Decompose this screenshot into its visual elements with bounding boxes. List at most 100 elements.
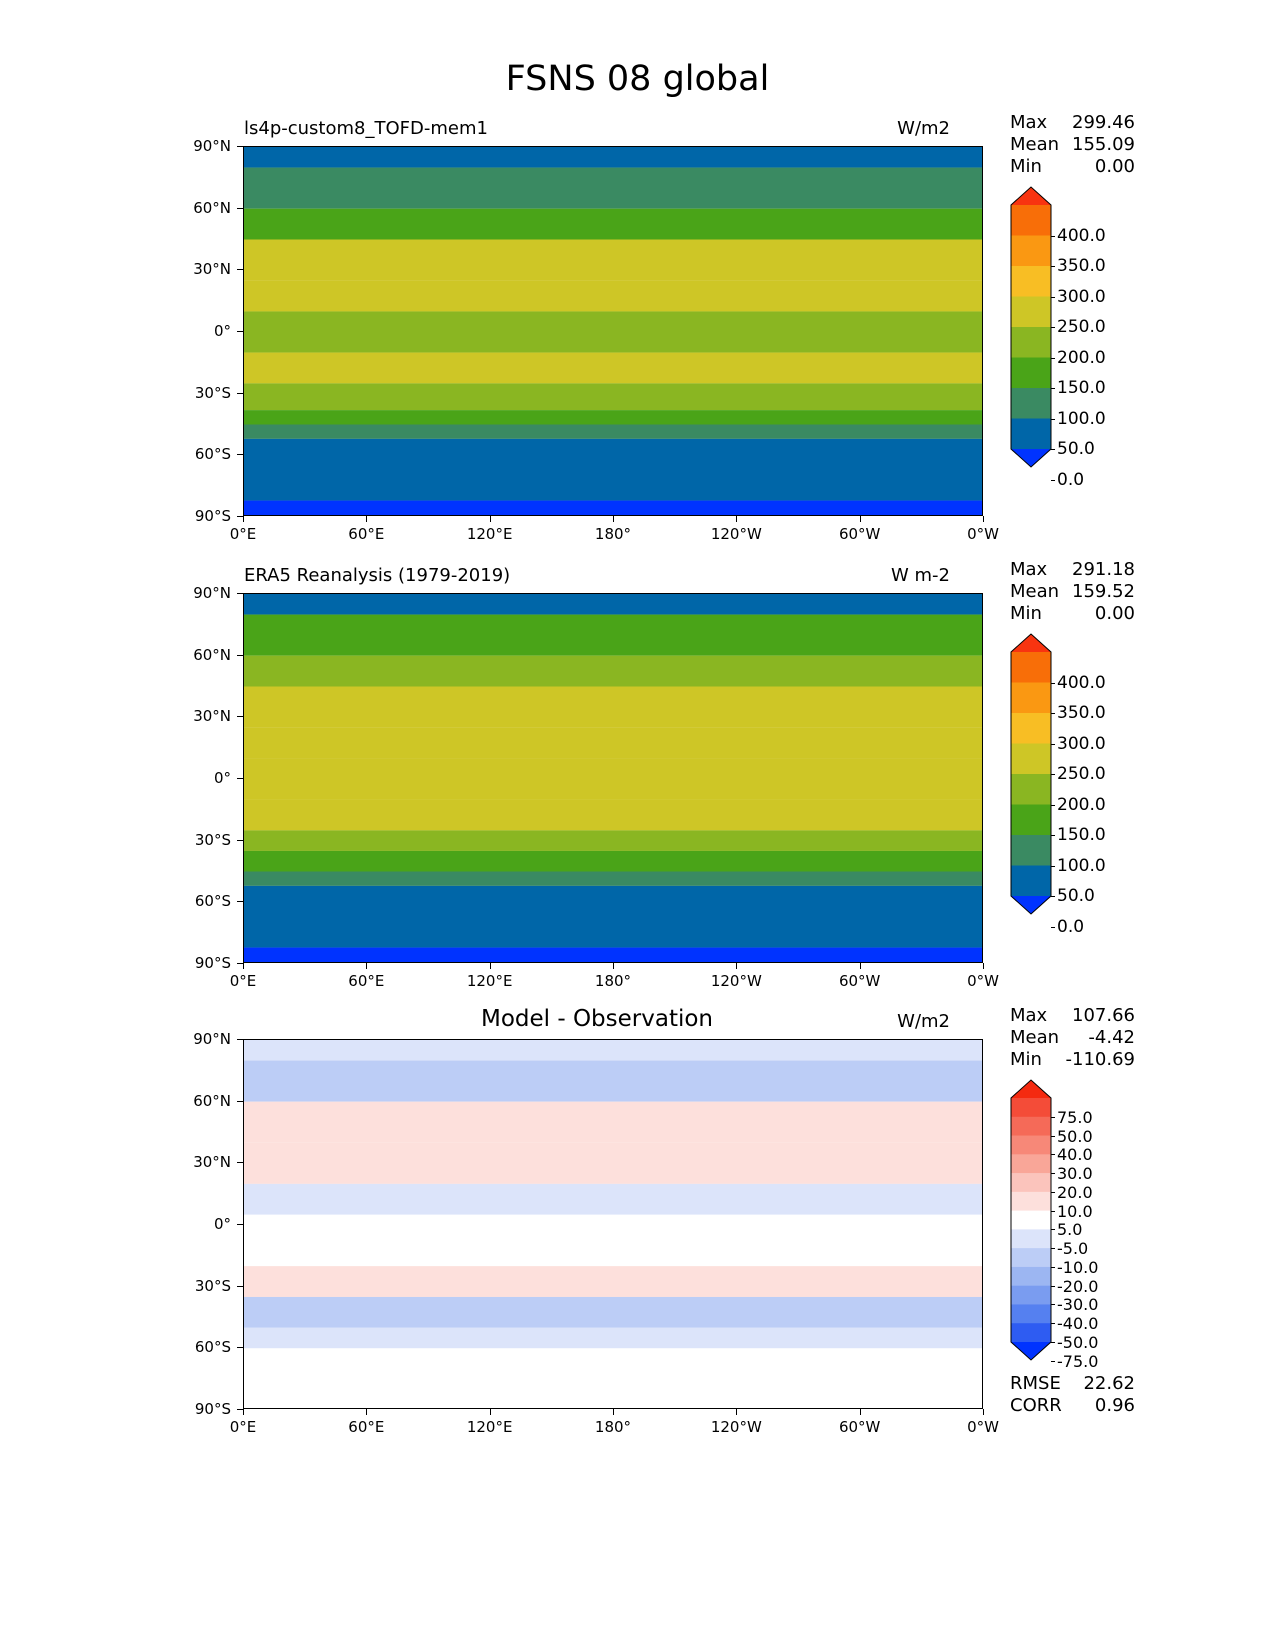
lon-tick-label: 0°W: [967, 525, 999, 543]
lat-tick-label: 60°N: [193, 1091, 231, 1110]
lon-tick: [366, 1409, 368, 1415]
colorbar-tick: [1051, 296, 1055, 298]
colorbar-tick: [1051, 926, 1055, 928]
colorbar-tick-label: 300.0: [1057, 286, 1106, 307]
colorbar-svg: [1010, 186, 1052, 468]
colorbar-segment: [1011, 1285, 1051, 1305]
colorbar-tick: [1051, 449, 1055, 450]
units-label: W/m2: [897, 118, 950, 139]
units-label: W m-2: [890, 565, 950, 586]
colorbar-tick-label: 250.0: [1057, 764, 1106, 784]
colorbar-tick-label: 200.0: [1057, 794, 1106, 815]
colorbar-segment: [1011, 713, 1051, 744]
colorbar-segment: [1011, 1304, 1051, 1324]
zonal-band: [244, 799, 982, 831]
zonal-band: [244, 1060, 982, 1102]
colorbar-segment: [1011, 296, 1051, 328]
colorbar-tick-label: 150.0: [1057, 378, 1106, 398]
colorbar-tick: [1051, 896, 1055, 897]
zonal-band: [244, 352, 982, 384]
zonal-band: [244, 1348, 982, 1408]
map-plot-area: [243, 593, 983, 963]
colorbar-segment: [1011, 235, 1051, 267]
lat-tick: [237, 146, 243, 147]
colorbar-svg: [1010, 633, 1052, 915]
colorbar-tick: [1051, 743, 1055, 745]
lon-tick: [859, 516, 861, 522]
max-value: 291.18: [1072, 559, 1135, 580]
colorbar-tick-label: -40.0: [1057, 1314, 1099, 1334]
lat-tick: [237, 778, 243, 779]
zonal-band: [244, 1327, 982, 1349]
colorbar-segment: [1011, 865, 1051, 897]
lon-tick-label: 60°E: [348, 972, 385, 990]
colorbar-tick-label: -50.0: [1057, 1333, 1099, 1352]
lon-tick-label: 0°E: [229, 525, 257, 543]
lat-tick: [237, 901, 243, 903]
lat-tick: [237, 516, 243, 517]
colorbar-extend-min: [1011, 449, 1051, 467]
panel-title: Model - Observation: [480, 1006, 714, 1032]
lon-tick-label: 0°E: [229, 972, 257, 990]
max-label: Max: [1010, 559, 1048, 580]
max-value: 299.46: [1072, 112, 1135, 133]
zonal-band: [244, 1214, 982, 1236]
lat-tick-label: 30°S: [194, 1276, 231, 1295]
colorbar-tick-label: 50.0: [1057, 886, 1095, 906]
heatmap-svg: [244, 147, 982, 515]
lon-tick-label: 0°W: [967, 1418, 999, 1436]
colorbar-tick: [1051, 1173, 1055, 1175]
colorbar-extend-min: [1011, 1342, 1051, 1360]
lon-tick: [613, 963, 614, 969]
colorbar-extend-max: [1011, 634, 1051, 652]
colorbar-tick-label: -75.0: [1057, 1351, 1099, 1371]
mean-label: Mean: [1010, 1027, 1060, 1048]
mean-value: -4.42: [1088, 1027, 1135, 1048]
figure-title: FSNS 08 global: [505, 59, 770, 99]
lon-tick-label: 60°E: [348, 525, 385, 543]
lon-tick: [736, 516, 738, 522]
map-plot-area: [243, 1039, 983, 1409]
colorbar-segment: [1011, 1191, 1051, 1212]
lat-tick: [237, 1039, 243, 1040]
colorbar-extend-min: [1011, 896, 1051, 914]
colorbar-tick-label: 40.0: [1057, 1145, 1093, 1165]
colorbar-segment: [1011, 682, 1051, 714]
stats-box: Max 299.46 Mean 155.09 Min 0.00: [1010, 112, 1135, 178]
colorbar-tick: [1051, 713, 1055, 714]
colorbar-tick: [1051, 327, 1055, 328]
colorbar-tick: [1051, 774, 1055, 775]
colorbar-tick: [1051, 1191, 1055, 1193]
colorbar-segment: [1011, 743, 1051, 775]
min-value: -110.69: [1065, 1049, 1135, 1070]
zonal-band: [244, 208, 982, 240]
colorbar-tick: [1051, 804, 1055, 806]
lat-tick-label: 30°N: [193, 260, 231, 279]
lat-tick: [237, 654, 243, 656]
zonal-band: [244, 655, 982, 687]
colorbar-tick-label: 150.0: [1057, 825, 1106, 845]
lat-tick: [237, 331, 243, 332]
lon-tick: [983, 963, 984, 969]
lat-tick: [237, 1409, 243, 1410]
lon-tick-label: 180°: [594, 1418, 632, 1436]
colorbar-tick-label: 30.0: [1057, 1164, 1093, 1184]
lat-tick: [237, 1285, 243, 1287]
colorbar-segment: [1011, 327, 1051, 358]
min-value: 0.00: [1094, 156, 1135, 177]
colorbar-tick-label: 100.0: [1057, 855, 1106, 876]
corr-label: CORR: [1010, 1395, 1062, 1416]
colorbar-tick: [1051, 1342, 1055, 1343]
zonal-band: [244, 885, 982, 948]
colorbar-tick-label: -10.0: [1057, 1257, 1099, 1277]
min-label: Min: [1010, 603, 1042, 624]
colorbar-segment: [1011, 1210, 1051, 1230]
colorbar-segment: [1011, 266, 1051, 297]
colorbar-tick: [1051, 357, 1055, 359]
heatmap-svg: [244, 594, 982, 962]
colorbar-segment: [1011, 1266, 1051, 1287]
colorbar-tick: [1051, 1116, 1055, 1118]
colorbar-extend-max: [1011, 187, 1051, 205]
lat-tick: [237, 716, 243, 718]
stats-box: Max 291.18 Mean 159.52 Min 0.00: [1010, 559, 1135, 625]
